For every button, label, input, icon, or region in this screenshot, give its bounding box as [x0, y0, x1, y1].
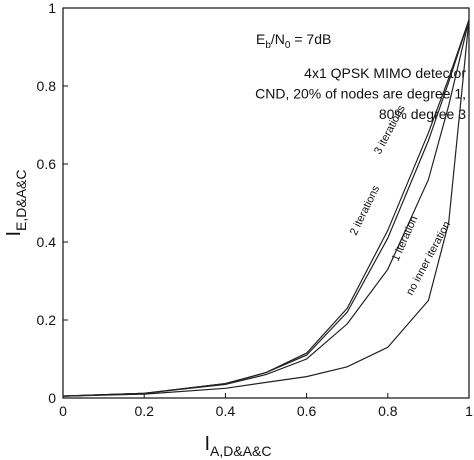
y-tick-label: 0.8	[37, 78, 57, 94]
x-tick-label: 0.2	[134, 403, 154, 419]
x-tick-label: 0.4	[216, 403, 236, 419]
annotation-part: = 7dB	[290, 31, 331, 47]
y-tick-label: 0	[48, 390, 56, 406]
annotation-part: E	[256, 31, 265, 47]
y-tick-label: 1	[48, 0, 56, 16]
annotation: CND, 20% of nodes are degree 1,	[255, 86, 466, 102]
annotation: 4x1 QPSK MIMO detector	[304, 65, 466, 81]
x-axis-label: IA,D&A&C	[204, 433, 271, 459]
annotation: Eb/N0 = 7dB	[256, 31, 331, 51]
y-tick-label: 0.6	[37, 156, 57, 172]
line-series	[62, 19, 470, 397]
y-axis-label-main: I	[3, 231, 25, 237]
x-tick-label: 0.8	[378, 403, 398, 419]
x-tick-label: 0.6	[297, 403, 317, 419]
y-axis-label: IE,D&A&C	[3, 169, 29, 236]
curve-label: 2 iterations	[348, 183, 383, 237]
x-tick-label: 0	[59, 403, 67, 419]
annotation-part: /N	[271, 31, 285, 47]
y-tick-label: 0.2	[37, 312, 57, 328]
plot-frame	[62, 7, 470, 399]
annotation-part: b	[265, 40, 271, 51]
x-tick-label: 1	[465, 403, 473, 419]
y-axis-label-sub: E,D&A&C	[13, 169, 29, 230]
y-tick-label: 0.4	[37, 234, 57, 250]
x-axis-label-main: I	[204, 433, 210, 455]
line-series	[62, 19, 470, 397]
annotation: 80% degree 3	[379, 106, 466, 122]
x-axis-label-sub: A,D&A&C	[210, 443, 271, 459]
annotation-part: 0	[285, 40, 291, 51]
